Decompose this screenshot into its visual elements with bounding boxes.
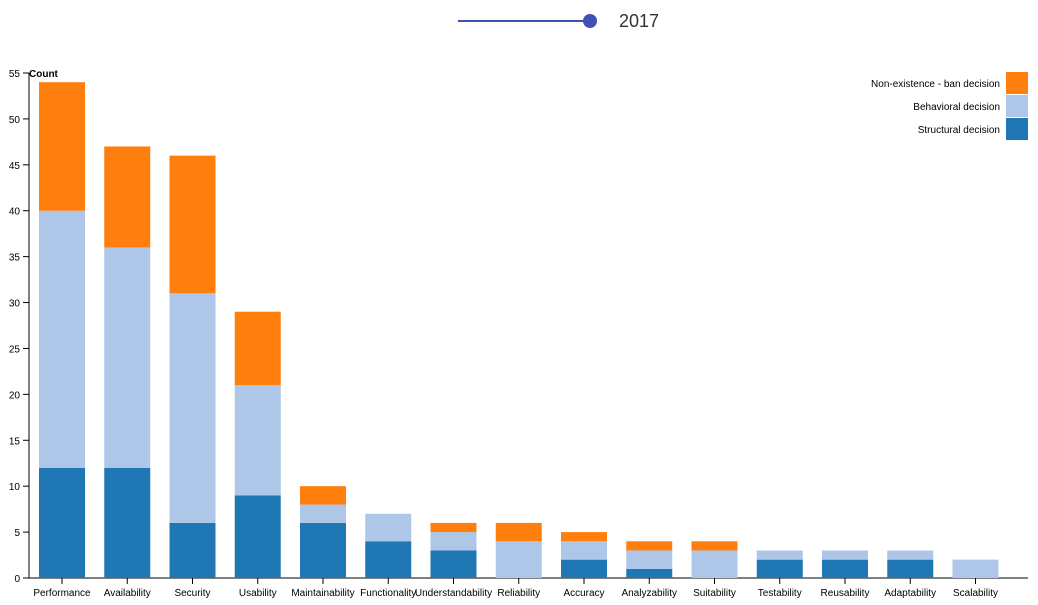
year-slider[interactable]: 2017 bbox=[458, 10, 668, 32]
bar-segment bbox=[234, 311, 281, 386]
bar-segment bbox=[169, 293, 216, 523]
bar-segment bbox=[169, 155, 216, 294]
bar-segment bbox=[952, 559, 999, 578]
x-tick-label: Analyzability bbox=[621, 588, 677, 599]
y-tick-label: 5 bbox=[14, 528, 20, 539]
bar-segment bbox=[365, 541, 412, 578]
y-tick-label: 0 bbox=[14, 574, 20, 585]
bar-segment bbox=[691, 541, 738, 551]
y-tick-label: 30 bbox=[9, 299, 21, 310]
x-tick-label: Performance bbox=[33, 588, 91, 599]
bar-segment bbox=[626, 550, 673, 569]
x-tick-label: Scalability bbox=[953, 588, 998, 599]
y-tick-label: 10 bbox=[9, 482, 21, 493]
legend-label: Structural decision bbox=[918, 125, 1000, 136]
bar-segment bbox=[39, 82, 85, 211]
bar-segment bbox=[626, 568, 673, 578]
legend-label: Non-existence - ban decision bbox=[871, 79, 1000, 90]
x-tick-label: Adaptability bbox=[884, 588, 936, 599]
x-tick-label: Functionality bbox=[360, 588, 416, 599]
x-tick-label: Usability bbox=[239, 588, 277, 599]
bar-segment bbox=[430, 532, 477, 551]
y-tick-label: 25 bbox=[9, 344, 21, 355]
bar-segment bbox=[234, 495, 281, 578]
bars bbox=[39, 82, 999, 578]
bar-segment bbox=[495, 541, 542, 578]
slider-year-label: 2017 bbox=[619, 11, 660, 31]
slider-track[interactable] bbox=[458, 20, 590, 22]
legend-swatch bbox=[1006, 95, 1028, 117]
x-tick-label: Availability bbox=[104, 588, 151, 599]
bar-segment bbox=[822, 550, 868, 560]
y-tick-label: 45 bbox=[9, 161, 21, 172]
y-tick-label: 40 bbox=[9, 207, 21, 218]
legend-label: Behavioral decision bbox=[913, 102, 1000, 113]
x-tick-label: Maintainability bbox=[291, 588, 354, 599]
x-tick-label: Security bbox=[174, 588, 210, 599]
bar-segment bbox=[561, 559, 607, 578]
legend-swatch bbox=[1006, 72, 1028, 94]
bar-segment bbox=[104, 467, 151, 578]
y-axis-title: Count bbox=[29, 69, 59, 80]
legend-swatch bbox=[1006, 118, 1028, 140]
bar-segment bbox=[300, 486, 346, 505]
x-tick-label: Reusability bbox=[821, 588, 870, 599]
y-tick-label: 50 bbox=[9, 115, 21, 126]
y-axis: 0 5 10 15 20 25 30 35 40 45 50 55 Count bbox=[9, 69, 59, 585]
bar-segment bbox=[756, 559, 803, 578]
bar-segment bbox=[887, 550, 934, 560]
bar-segment bbox=[756, 550, 803, 560]
bar-segment bbox=[300, 522, 346, 578]
bar-segment bbox=[561, 541, 607, 560]
x-tick-label: Understandability bbox=[415, 588, 492, 599]
y-tick-label: 15 bbox=[9, 436, 21, 447]
slider-thumb[interactable] bbox=[583, 14, 597, 28]
bar-segment bbox=[39, 467, 85, 578]
bar-segment bbox=[430, 550, 477, 578]
bar-segment bbox=[822, 559, 868, 578]
bar-segment bbox=[300, 504, 346, 523]
x-tick-label: Testability bbox=[758, 588, 802, 599]
x-axis: Performance Availability Security Usability… bbox=[29, 577, 1028, 599]
bar-segment bbox=[104, 146, 151, 248]
legend: Non-existence - ban decision Behavioral d… bbox=[871, 72, 1028, 140]
y-tick-label: 20 bbox=[9, 390, 21, 401]
x-tick-label: Suitability bbox=[693, 588, 736, 599]
bar-segment bbox=[365, 513, 412, 542]
bar-segment bbox=[104, 247, 151, 468]
x-tick-label: Accuracy bbox=[563, 588, 604, 599]
bar-segment bbox=[430, 522, 477, 533]
bar-segment bbox=[887, 559, 934, 578]
x-tick-label: Reliability bbox=[497, 588, 540, 599]
bar-segment bbox=[626, 541, 673, 551]
bar-segment bbox=[691, 550, 738, 578]
bar-segment bbox=[234, 385, 281, 496]
bar-segment bbox=[495, 522, 542, 542]
y-tick-label: 55 bbox=[9, 69, 21, 80]
bar-segment bbox=[169, 522, 216, 578]
y-tick-label: 35 bbox=[9, 253, 21, 264]
bar-segment bbox=[561, 532, 607, 542]
bar-segment bbox=[39, 210, 85, 468]
